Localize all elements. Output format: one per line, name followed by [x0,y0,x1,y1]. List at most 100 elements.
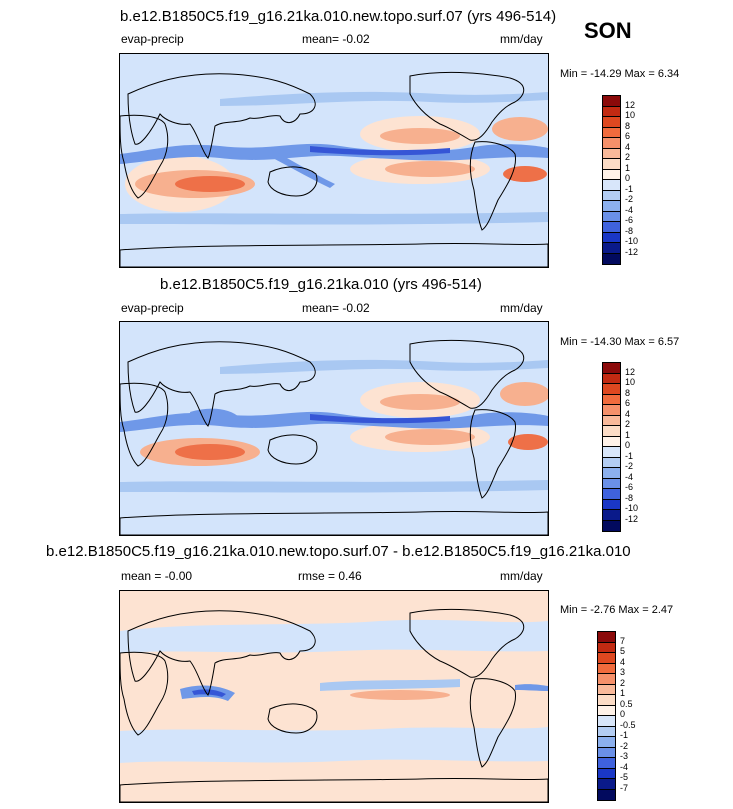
colorbar-swatch [603,201,620,212]
colorbar-tick-label: 0 [625,173,631,183]
season-label: SON [584,18,632,43]
panel-3-map-svg [120,591,548,802]
colorbar-tick-label: -1 [620,730,629,740]
panel-3-units-label: mm/day [500,569,543,583]
colorbar-swatch [598,695,615,706]
subtropical-pos-north-pacific-core [380,394,460,410]
colorbar-swatch [603,159,620,170]
panel-3-title: b.e12.B1850C5.f19_g16.21ka.010.new.topo.… [46,543,631,560]
south-america [469,678,517,768]
antarctica [120,777,548,802]
colorbar-tick-label: 4 [625,141,631,152]
colorbar-swatch [598,632,615,643]
australia [267,166,318,197]
colorbar-tick-label: 2 [625,419,631,429]
panel-3-colorbar [597,631,616,801]
africa [120,114,169,199]
south-america [469,141,517,231]
land-mass [127,341,316,427]
colorbar-swatch [603,253,620,264]
colorbar-swatch [603,447,620,458]
colorbar-swatch [598,705,615,716]
panel-2-map-svg [120,322,548,535]
colorbar-swatch [603,127,620,138]
colorbar-swatch [603,148,620,159]
colorbar-swatch [603,222,620,233]
colorbar-tick-label: 12 [625,366,636,377]
colorbar-swatch [598,737,615,748]
colorbar-swatch [603,384,620,395]
diff-pos-pacific [350,690,450,700]
colorbar-swatch [603,415,620,426]
colorbar-tick-label: -5 [620,772,629,782]
colorbar-tick-label: 6 [625,398,631,408]
antarctica [120,510,548,535]
colorbar-swatch [603,169,620,180]
colorbar-tick-label: -12 [625,246,639,257]
indian-ocean-neg [190,408,240,426]
colorbar-tick-label: 12 [625,99,636,110]
colorbar-tick-label: 10 [625,110,636,120]
colorbar-swatch [603,373,620,384]
storm-track-north [220,359,548,374]
subtropical-pos-north-atlantic [492,117,548,141]
africa [120,651,169,736]
colorbar-swatch [603,457,620,468]
colorbar-swatch [603,426,620,437]
southern-ocean-neg [120,480,548,493]
panel-2-units-label: mm/day [500,301,543,315]
colorbar-tick-label: -2 [625,461,634,471]
antarctica [120,242,548,267]
colorbar-swatch [598,642,615,653]
panel-1-units-label: mm/day [500,32,543,46]
colorbar-tick-label: -10 [625,503,639,513]
panel-1-colorbar [602,95,621,265]
colorbar-swatch [598,663,615,674]
panel-2-minmax: Min = -14.30 Max = 6.57 [560,336,680,348]
diff-neg-band-lower [120,727,548,763]
colorbar-tick-label: -12 [625,513,639,524]
colorbar-swatch [598,653,615,664]
southern-ocean-neg [120,212,548,225]
land-mass [127,610,316,696]
colorbar-swatch [603,468,620,479]
itcz-neg-band [120,143,548,164]
colorbar-tick-label: 1 [625,162,631,173]
australia [267,703,318,734]
diff-neg-pacific [320,679,460,691]
itcz-neg-core [310,414,450,424]
panel-2-mean-label: mean= -0.02 [302,301,370,315]
africa [120,382,169,467]
panel-2-colorbar [602,362,621,532]
subtropical-pos-south-pacific-core [385,161,475,177]
colorbar-swatch [603,436,620,447]
spcz-neg-band [265,149,335,188]
ocean-background [120,322,548,535]
colorbar-swatch [603,405,620,416]
subtropical-pos-south-atlantic [508,434,548,450]
storm-track-north [220,91,548,106]
colorbar-tick-label: -3 [620,751,629,761]
colorbar-tick-label: 2 [620,677,626,688]
panel-3-minmax: Min = -2.76 Max = 2.47 [560,604,674,616]
colorbar-swatch [603,180,620,191]
colorbar-tick-label: 0.5 [620,698,633,709]
colorbar-swatch [603,106,620,117]
subtropical-pos-north-pacific-core [380,128,460,144]
colorbar-swatch [598,716,615,727]
colorbar-swatch [603,96,620,107]
colorbar-tick-label: 4 [620,656,626,667]
colorbar-tick-label: 1 [625,429,631,440]
panel-1-map [119,53,549,268]
colorbar-swatch [603,211,620,222]
colorbar-tick-label: 3 [620,667,626,677]
panel-1-mean-label: mean= -0.02 [302,32,370,46]
colorbar-tick-label: -4 [625,204,634,215]
colorbar-tick-label: 8 [625,120,631,131]
colorbar-tick-label: -10 [625,236,639,246]
colorbar-tick-label: 2 [625,152,631,162]
colorbar-swatch [603,394,620,405]
north-america [409,608,525,678]
panel-1-minmax: Min = -14.29 Max = 6.34 [560,68,680,80]
subtropical-pos-north-atlantic [500,382,548,406]
